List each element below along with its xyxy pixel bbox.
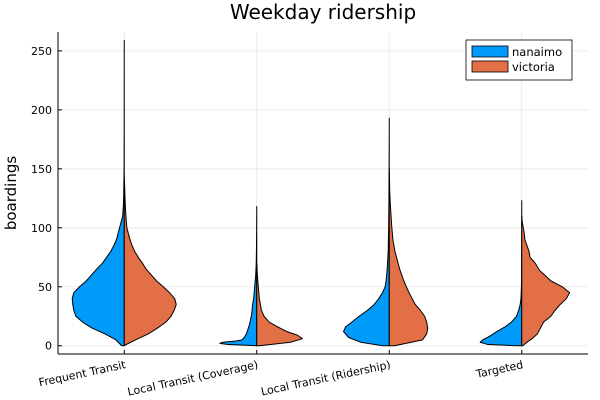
x-tick-label: Frequent Transit (38, 358, 128, 389)
violin-victoria-local-transit-coverage (256, 262, 304, 347)
violin-victoria-targeted (521, 215, 571, 347)
violin-nanaimo-targeted (479, 200, 523, 347)
violin-nanaimo-local-transit-ridership (342, 117, 390, 347)
legend-label-victoria: victoria (512, 60, 555, 74)
x-tick-label: Local Transit (Coverage) (126, 358, 259, 398)
x-tick-label: Local Transit (Ridership) (260, 358, 392, 398)
axes (57, 32, 588, 355)
chart-title: Weekday ridership (230, 0, 416, 24)
violin-victoria-frequent-transit (123, 176, 177, 347)
legend-swatch-victoria (471, 60, 509, 73)
violins (71, 39, 571, 347)
y-tick-label: 100 (31, 222, 52, 235)
y-axis-label: boardings (2, 156, 20, 231)
violin-nanaimo-local-transit-coverage (219, 206, 258, 347)
y-tick-label: 150 (31, 163, 52, 176)
legend-label-nanaimo: nanaimo (512, 45, 562, 59)
y-tick-label: 250 (31, 45, 52, 58)
violin-victoria-local-transit-ridership (388, 168, 429, 347)
y-tick-label: 50 (38, 281, 52, 294)
y-tick-label: 200 (31, 104, 52, 117)
y-tick-label: 0 (45, 340, 52, 353)
violin-nanaimo-frequent-transit (71, 39, 125, 347)
y-ticks: 0 50 100 150 200 250 (31, 45, 52, 353)
x-tick-label: Targeted (474, 358, 524, 381)
x-ticks: Frequent Transit Local Transit (Coverage)… (38, 358, 525, 399)
legend-swatch-nanaimo (471, 45, 509, 58)
